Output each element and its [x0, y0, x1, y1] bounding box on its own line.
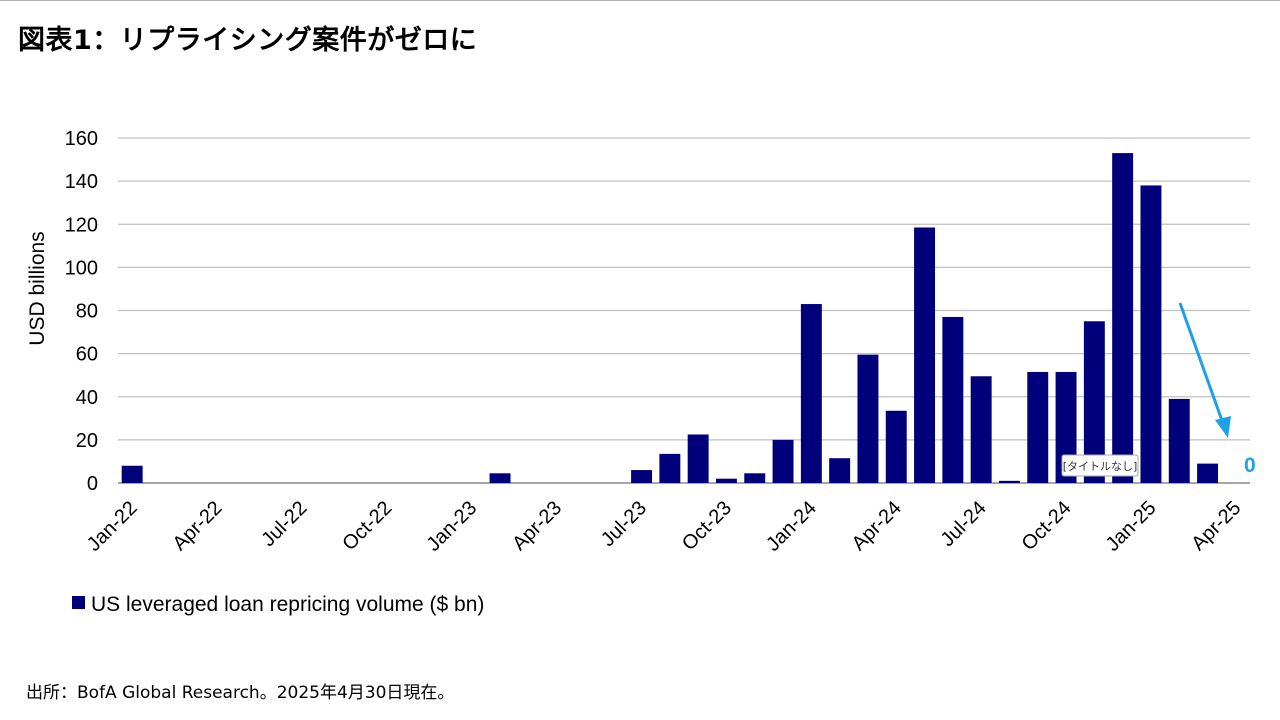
y-tick-label: 160 [65, 128, 98, 150]
tooltip-text: [タイトルなし] [1063, 460, 1138, 473]
bar [1027, 371, 1049, 483]
bar [1112, 153, 1134, 483]
x-tick-label: Apr-25 [1187, 497, 1245, 555]
x-tick-label: Jul-23 [597, 497, 651, 551]
bars [121, 153, 1219, 483]
y-tick-label: 140 [65, 171, 98, 193]
annotation: 0 [1178, 302, 1256, 477]
bar [772, 439, 794, 483]
bar [885, 410, 907, 483]
x-tick-label: Apr-23 [508, 497, 566, 555]
y-tick-label: 80 [76, 301, 98, 323]
grid-lines [118, 137, 1250, 484]
bar [970, 376, 992, 483]
y-axis-title: USD billions [26, 231, 49, 345]
annotation-arrowhead [1215, 416, 1231, 438]
y-tick-label: 60 [76, 344, 98, 366]
x-tick-label: Jan-23 [422, 497, 481, 556]
bar [1168, 398, 1190, 483]
bar [715, 478, 737, 483]
bar [998, 480, 1020, 483]
x-tick-label: Apr-22 [169, 497, 227, 555]
x-tick-label: Apr-24 [848, 497, 906, 555]
y-tick-label: 0 [87, 473, 98, 495]
x-tick-label: Oct-23 [678, 497, 736, 555]
bar [800, 304, 822, 483]
x-tick-label: Jan-24 [762, 497, 821, 556]
y-tick-labels: 0 20 40 60 80 100 120 140 160 [65, 128, 98, 495]
bar [829, 458, 851, 483]
bar [1197, 463, 1219, 483]
bar [659, 453, 681, 483]
legend-label: US leveraged loan repricing volume ($ bn… [91, 593, 484, 616]
y-tick-label: 20 [76, 430, 98, 452]
x-tick-label: Jul-24 [937, 497, 991, 551]
legend: US leveraged loan repricing volume ($ bn… [72, 593, 484, 616]
top-border [0, 0, 1280, 1]
bar [914, 227, 936, 483]
annotation-arrow-line [1178, 302, 1227, 430]
y-tick-label: 100 [65, 257, 98, 279]
source-note: 出所：BofA Global Research。2025年4月30日現在。 [26, 683, 455, 703]
y-tick-label: 120 [65, 214, 98, 236]
bar [121, 465, 143, 483]
tooltip: [タイトルなし] [1061, 454, 1139, 477]
bar [1083, 321, 1105, 483]
bar [942, 316, 964, 483]
bar [857, 354, 879, 483]
bar [687, 434, 709, 483]
bar [489, 473, 511, 483]
bar [744, 473, 766, 483]
x-tick-labels: Jan-22 Apr-22 Jul-22 Oct-22 Jan-23 Apr-23 Jul-… [83, 497, 1246, 556]
bar [1140, 185, 1162, 483]
tooltip-box [1061, 454, 1139, 477]
x-tick-label: Jan-22 [83, 497, 142, 556]
annotation-value: 0 [1244, 454, 1256, 477]
bar-chart: 0 20 40 60 80 100 120 140 160 Jan-22 Apr-22 Jul-22… [26, 128, 1256, 616]
legend-swatch [72, 596, 85, 609]
bar [631, 470, 653, 483]
x-tick-label: Oct-24 [1018, 497, 1076, 555]
y-tick-label: 40 [76, 387, 98, 409]
x-tick-label: Jul-22 [257, 497, 311, 551]
x-tick-label: Jan-25 [1102, 497, 1161, 556]
page-title: 図表1：リプライシング案件がゼロに [18, 25, 478, 56]
x-tick-label: Oct-22 [338, 497, 396, 555]
